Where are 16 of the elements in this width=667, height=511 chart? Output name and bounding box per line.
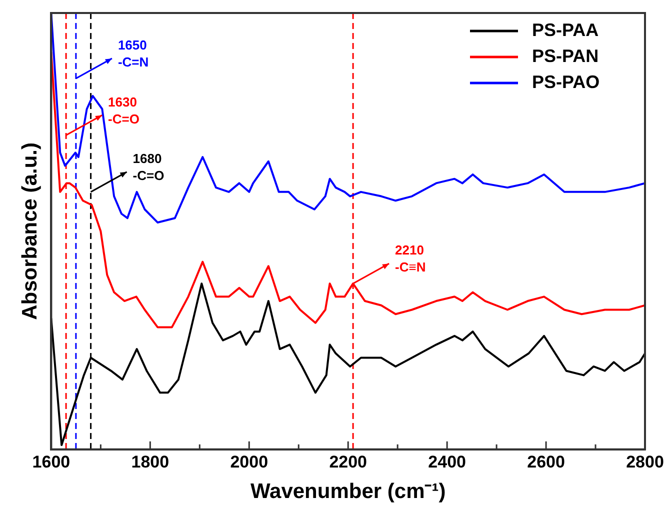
x-tick-label: 2200 [329, 452, 368, 472]
legend-label: PS-PAA [532, 20, 599, 40]
y-axis-title: Absorbance (a.u.) [18, 142, 42, 320]
annotation: 1650 -C=N [118, 38, 149, 70]
x-tick-label: 1800 [131, 452, 170, 472]
legend-label: PS-PAO [532, 72, 600, 92]
x-tick-label: 2600 [527, 452, 565, 472]
x-tick-label: 2800 [626, 452, 664, 472]
x-tick-label: 1600 [32, 452, 70, 472]
x-tick-label: 2000 [230, 452, 268, 472]
x-axis-title: Wavenumber (cm⁻¹) [250, 480, 446, 504]
x-tick-label: 2400 [428, 452, 466, 472]
annotation: 1680 -C=O [132, 151, 164, 183]
annotation: 1630 -C=O [108, 94, 140, 126]
annotation: 2210 -C≡N [395, 242, 426, 275]
legend-label: PS-PAN [532, 46, 599, 66]
